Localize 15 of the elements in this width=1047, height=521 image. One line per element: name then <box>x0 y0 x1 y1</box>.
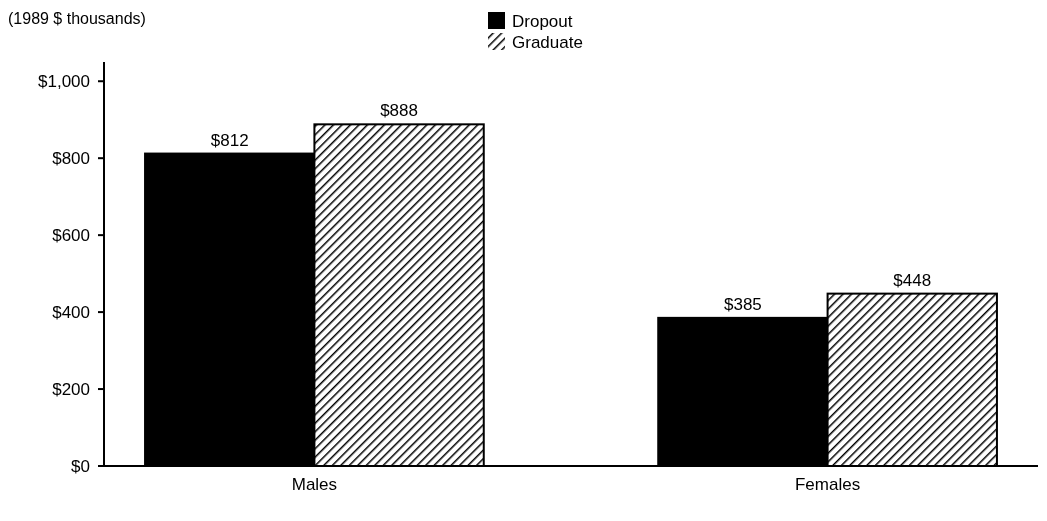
data-label: $448 <box>893 270 932 290</box>
chart-subtitle: (1989 $ thousands) <box>8 10 146 27</box>
data-label: $888 <box>380 101 418 121</box>
y-tick-label: $600 <box>52 226 90 246</box>
data-label: $812 <box>210 130 249 150</box>
x-tick-label: Females <box>795 475 861 494</box>
y-tick-label: $200 <box>52 380 90 400</box>
x-tick-label: Males <box>291 475 338 494</box>
legend-label: Dropout <box>512 12 573 31</box>
data-label: $385 <box>724 294 762 314</box>
y-tick-label: $400 <box>52 303 90 323</box>
y-tick-label: $1,000 <box>38 72 90 92</box>
y-tick-label: $800 <box>52 149 90 169</box>
y-tick-label: $0 <box>71 457 90 476</box>
legend-label: Graduate <box>512 33 583 52</box>
